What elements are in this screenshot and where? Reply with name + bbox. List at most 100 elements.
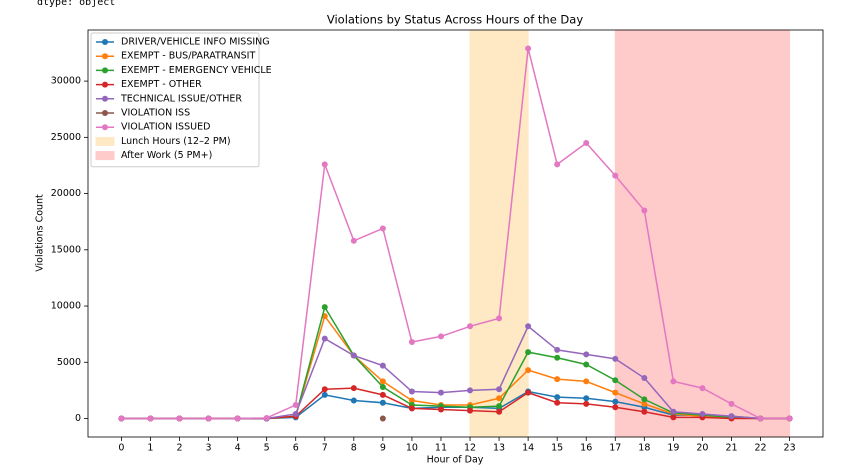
data-point — [408, 388, 415, 395]
legend-label: EXEMPT - OTHER — [121, 79, 202, 90]
data-point — [379, 378, 386, 385]
y-tick-label: 25000 — [51, 132, 81, 143]
data-point — [554, 399, 561, 406]
x-axis-label: Hour of Day — [427, 455, 484, 466]
data-point — [292, 411, 299, 418]
data-point — [728, 400, 735, 407]
plot-frame — [87, 29, 824, 438]
data-point — [496, 386, 503, 393]
legend-label: After Work (5 PM+) — [121, 150, 212, 161]
data-point — [467, 407, 474, 414]
data-point — [118, 415, 125, 422]
legend-label: Lunch Hours (12–2 PM) — [121, 136, 231, 147]
y-tick-label: 0 — [75, 413, 81, 424]
data-point — [612, 404, 619, 411]
y-tick-label: 5000 — [57, 357, 81, 368]
data-point — [321, 386, 328, 393]
x-tick-label: 15 — [551, 443, 563, 454]
data-point — [583, 139, 590, 146]
data-point — [147, 415, 154, 422]
x-tick-label: 9 — [380, 443, 386, 454]
data-point — [379, 384, 386, 391]
data-point — [205, 415, 212, 422]
x-tick-label: 4 — [235, 443, 241, 454]
data-point — [583, 351, 590, 358]
data-point — [437, 389, 444, 396]
data-point — [670, 408, 677, 415]
data-point — [176, 415, 183, 422]
x-tick-label: 7 — [322, 443, 328, 454]
data-point — [321, 161, 328, 168]
y-axis-label: Violations Count — [35, 194, 46, 272]
data-point — [786, 415, 793, 422]
data-point — [554, 354, 561, 361]
data-point — [641, 408, 648, 415]
data-point — [467, 387, 474, 394]
data-point — [554, 394, 561, 401]
x-tick-label: 12 — [464, 443, 476, 454]
x-tick-label: 13 — [493, 443, 505, 454]
data-point — [408, 339, 415, 346]
data-point — [379, 415, 386, 422]
data-point — [350, 397, 357, 404]
legend-label: DRIVER/VEHICLE INFO MISSING — [121, 37, 270, 48]
y-tick-label: 10000 — [51, 301, 81, 312]
data-point — [408, 405, 415, 412]
x-tick-label: 0 — [118, 443, 124, 454]
data-point — [525, 45, 532, 52]
x-tick-label: 10 — [406, 443, 418, 454]
x-tick-label: 1 — [147, 443, 153, 454]
x-tick-label: 2 — [176, 443, 182, 454]
data-point — [525, 389, 532, 396]
data-point — [583, 378, 590, 385]
legend-swatch — [95, 136, 115, 146]
legend-marker — [102, 81, 108, 88]
data-point — [641, 207, 648, 214]
x-tick-label: 16 — [580, 443, 592, 454]
data-point — [321, 304, 328, 311]
y-tick-label: 15000 — [51, 244, 81, 255]
data-point — [496, 315, 503, 322]
data-point — [699, 411, 706, 418]
data-point — [612, 377, 619, 384]
legend-marker — [102, 39, 108, 45]
data-point — [263, 414, 270, 421]
data-point — [408, 397, 415, 404]
legend-marker — [102, 95, 108, 102]
data-point — [350, 385, 357, 392]
data-point — [728, 413, 735, 420]
data-point — [525, 323, 532, 330]
series-line — [121, 48, 790, 420]
data-point — [496, 395, 503, 402]
x-tick-label: 22 — [754, 443, 766, 454]
data-point — [641, 396, 648, 403]
data-point — [583, 361, 590, 368]
data-point — [612, 389, 619, 396]
data-point — [379, 362, 386, 369]
y-tick-label: 30000 — [51, 76, 81, 87]
data-point — [234, 415, 241, 422]
data-point — [321, 335, 328, 342]
data-point — [350, 237, 357, 244]
legend-swatch — [95, 151, 115, 161]
shaded-span — [614, 29, 791, 438]
x-tick-label: 14 — [522, 443, 534, 454]
data-point — [554, 161, 561, 168]
data-point — [525, 367, 532, 374]
x-tick-label: 6 — [293, 443, 299, 454]
legend-marker — [102, 67, 108, 74]
data-point — [437, 406, 444, 413]
data-point — [292, 402, 299, 409]
x-tick-label: 19 — [667, 443, 679, 454]
legend-label: EXEMPT - BUS/PARATRANSIT — [121, 51, 255, 62]
data-point — [467, 323, 474, 330]
data-point — [554, 346, 561, 353]
x-tick-label: 8 — [351, 443, 357, 454]
x-tick-label: 3 — [206, 443, 212, 454]
legend-marker — [102, 124, 108, 131]
data-point — [583, 395, 590, 402]
y-tick-label: 20000 — [51, 188, 81, 199]
data-point — [670, 378, 677, 385]
x-tick-label: 17 — [609, 443, 621, 454]
